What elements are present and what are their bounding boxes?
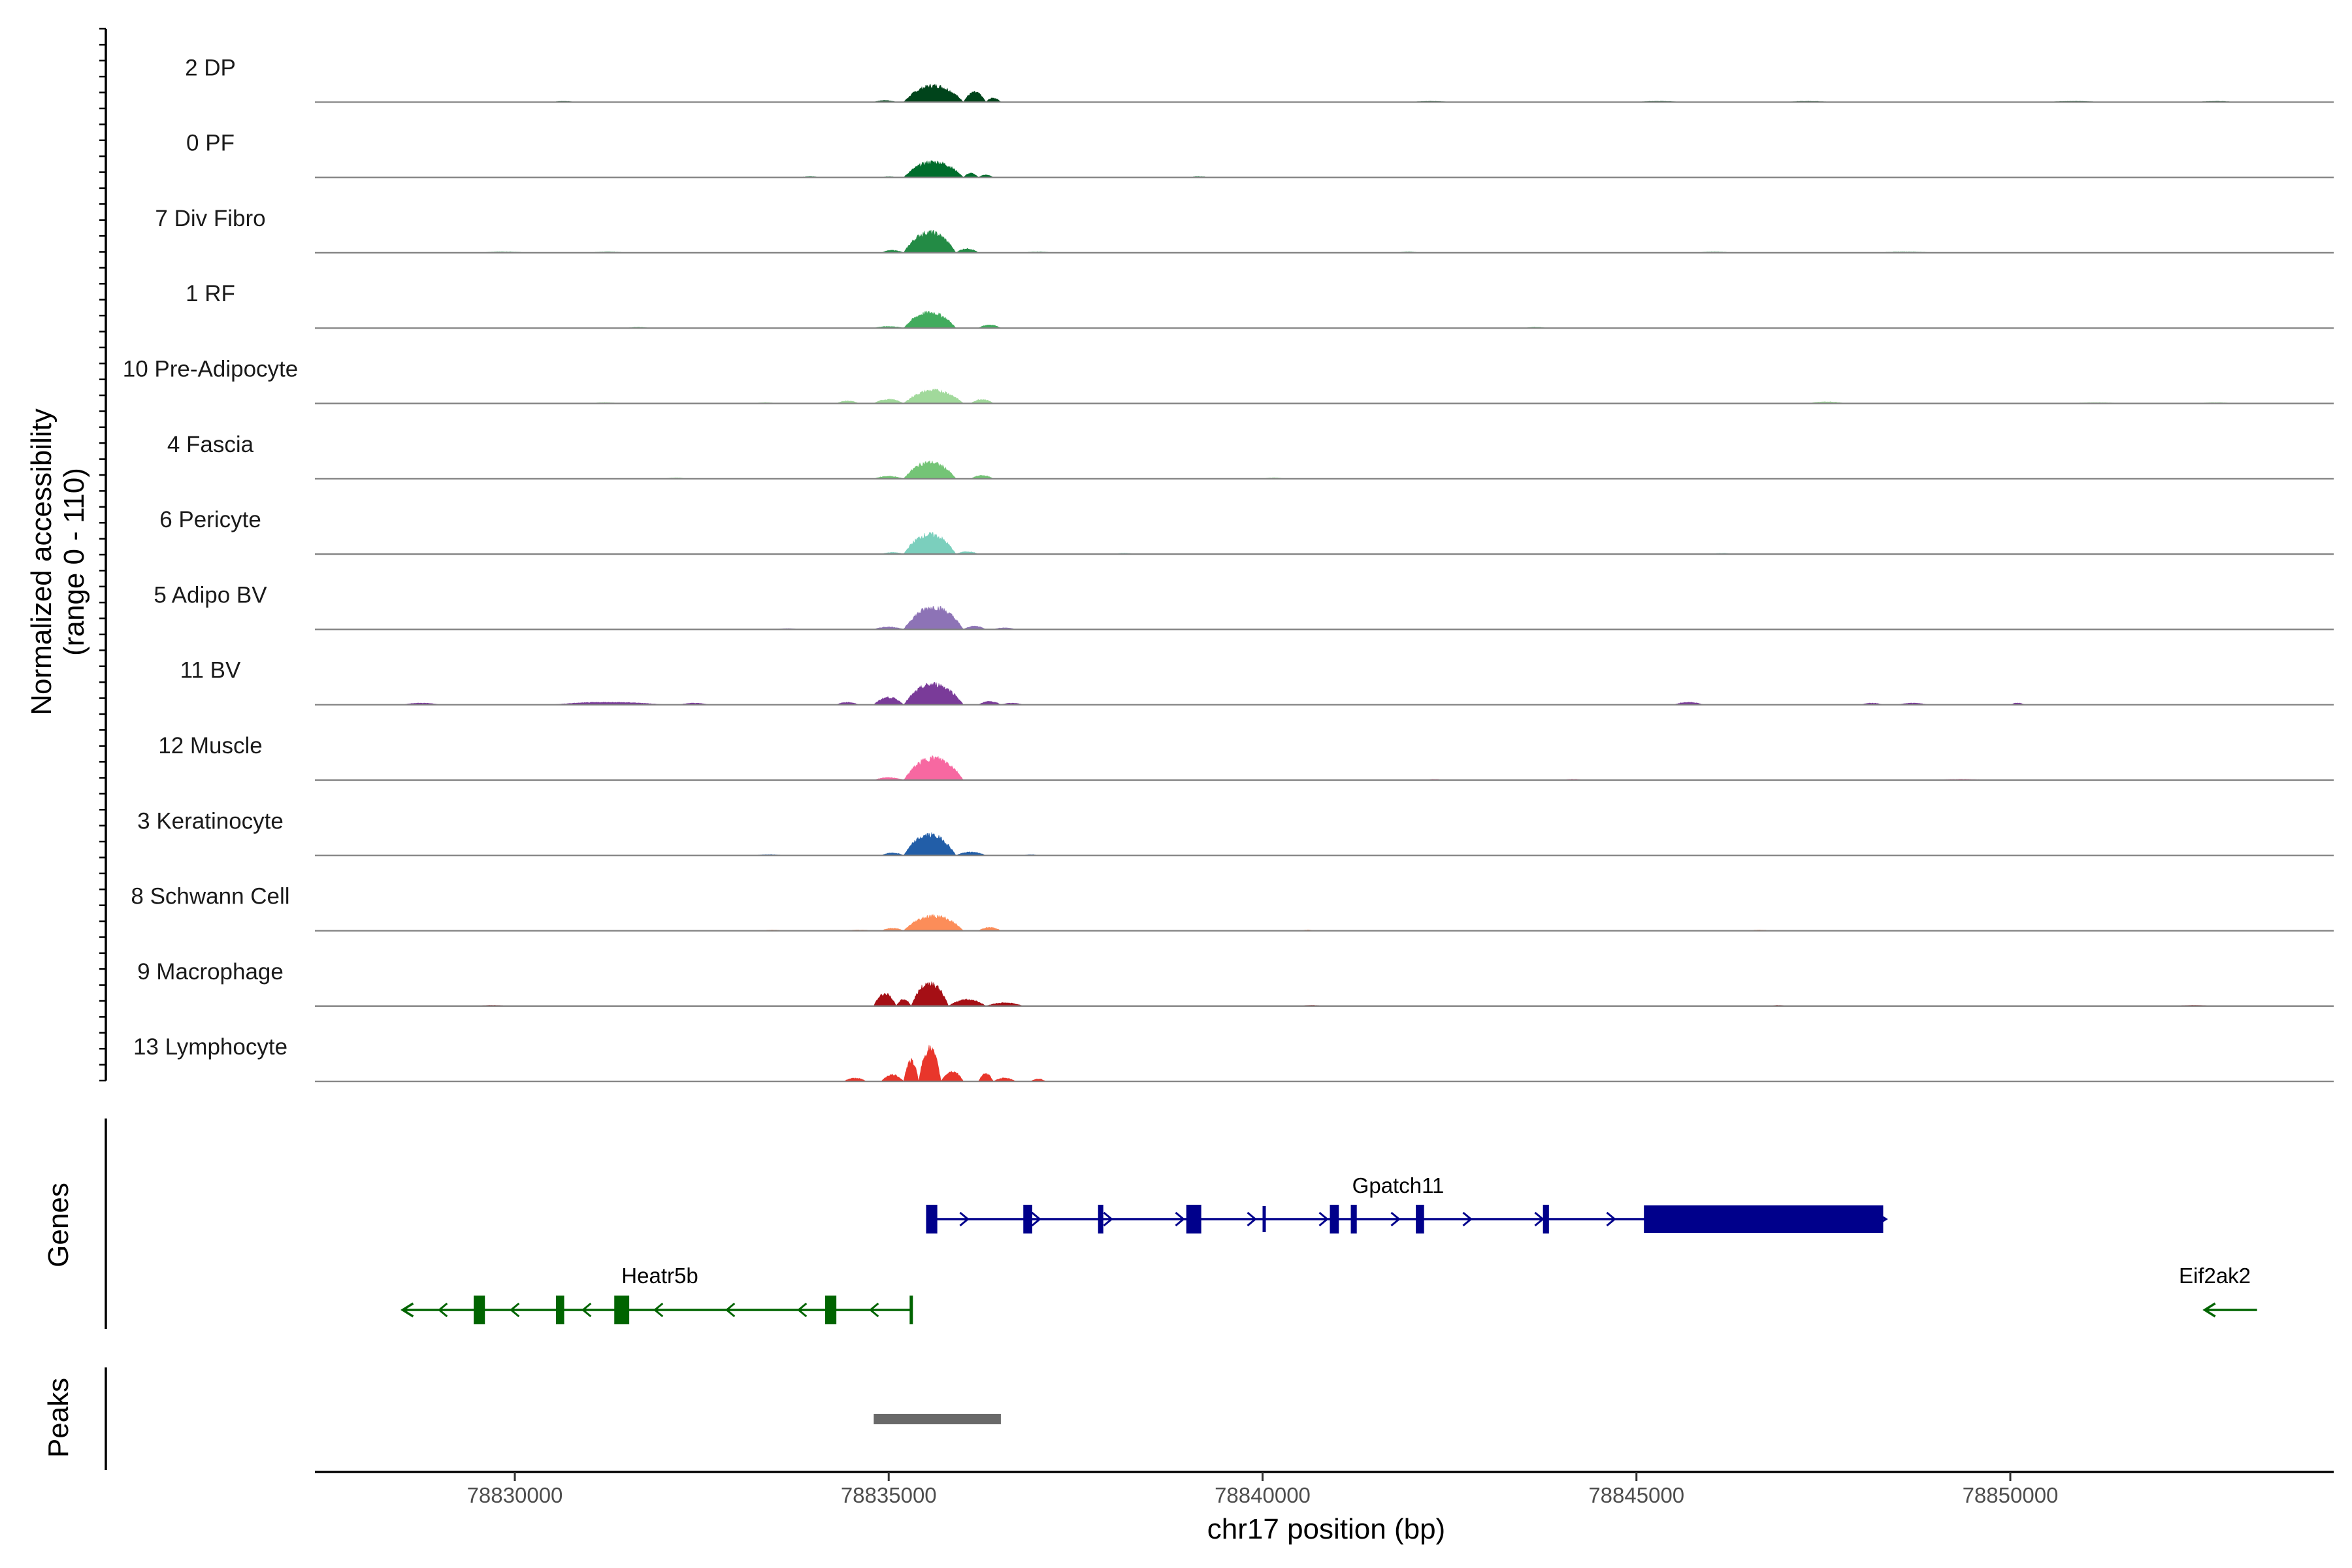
coverage-track: 0 PF: [186, 131, 2334, 178]
coverage-track: 8 Schwann Cell: [131, 884, 2334, 932]
strand-arrow: [1390, 1211, 1401, 1227]
strand-arrow: [796, 1302, 808, 1318]
strand-arrow: [1247, 1211, 1257, 1227]
coverage-area: [315, 1045, 2334, 1082]
coverage-y-axis: Normalized accessibility (range 0 - 110): [25, 27, 107, 1082]
strand-arrow: [1606, 1211, 1616, 1227]
coverage-track: 7 Div Fibro: [155, 206, 2334, 253]
gene-exon: [1262, 1206, 1266, 1232]
coverage-area: [315, 310, 2334, 329]
coverage-area: [315, 460, 2334, 480]
coverage-track: 9 Macrophage: [137, 959, 2334, 1007]
track-label: 8 Schwann Cell: [131, 884, 289, 909]
strand-arrow: [868, 1302, 879, 1318]
track-label: 3 Keratinocyte: [137, 808, 284, 834]
gene-exon: [1543, 1205, 1549, 1233]
gene-exon: [825, 1296, 837, 1324]
coverage-area: [315, 981, 2334, 1007]
x-tick-label: 78830000: [467, 1483, 563, 1507]
strand-arrow: [653, 1302, 664, 1318]
x-tick-label: 78840000: [1215, 1483, 1311, 1507]
coverage-track: 5 Adipo BV: [154, 582, 2334, 630]
strand-arrow: [1462, 1211, 1473, 1227]
track-label: 1 RF: [186, 281, 235, 306]
track-label: 7 Div Fibro: [155, 206, 265, 231]
strand-arrow: [725, 1302, 736, 1318]
track-label: 6 Pericyte: [159, 507, 261, 532]
coverage-area: [315, 913, 2334, 931]
coverage-track: 11 BV: [180, 658, 2334, 706]
coverage-track: 13 Lymphocyte: [133, 1034, 2334, 1083]
gene-exon: [1330, 1205, 1339, 1233]
strand-arrow: [1103, 1211, 1113, 1227]
coverage-track: 1 RF: [186, 281, 2334, 329]
track-label: 2 DP: [185, 55, 236, 80]
track-label: 4 Fascia: [167, 432, 254, 457]
coverage-area: [315, 229, 2334, 253]
gene-label: Eif2ak2: [2179, 1264, 2251, 1288]
gene-label: Heatr5b: [621, 1264, 698, 1288]
coverage-area: [315, 532, 2334, 555]
coverage-area: [315, 755, 2334, 781]
track-label: 12 Muscle: [158, 733, 263, 759]
gene-exon: [1350, 1205, 1357, 1233]
y-axis-subtitle: (range 0 - 110): [58, 468, 90, 656]
x-axis: chr17 position (bp) 78830000 78835000 7884…: [315, 1471, 2334, 1545]
gene-heatr5b: Heatr5b: [400, 1264, 913, 1324]
strand-arrow: [400, 1302, 414, 1318]
track-label: 10 Pre-Adipocyte: [123, 357, 298, 382]
gene-eif2ak2: Eif2ak2: [2179, 1264, 2257, 1318]
gene-exon: [1186, 1205, 1201, 1233]
x-axis-title: chr17 position (bp): [1207, 1513, 1445, 1545]
strand-arrow: [1031, 1211, 1041, 1227]
strand-arrow: [1318, 1211, 1329, 1227]
coverage-area: [315, 84, 2334, 103]
x-tick-label: 78835000: [841, 1483, 937, 1507]
strand-arrow: [581, 1302, 592, 1318]
gene-label: Gpatch11: [1352, 1173, 1445, 1198]
strand-arrow: [1175, 1211, 1185, 1227]
coverage-area: [315, 681, 2334, 706]
coverage-area: [315, 832, 2334, 856]
coverage-track: 2 DP: [185, 55, 2334, 103]
gene-exon: [1644, 1205, 1884, 1233]
peaks-panel-label: Peaks: [42, 1378, 74, 1458]
coverage-track: 3 Keratinocyte: [137, 808, 2334, 857]
gene-exon: [926, 1205, 938, 1233]
track-label: 5 Adipo BV: [154, 582, 267, 608]
x-tick-label: 78850000: [1963, 1483, 2059, 1507]
track-label: 11 BV: [180, 658, 241, 683]
track-label: 0 PF: [186, 131, 235, 156]
gene-exon: [474, 1296, 485, 1324]
gene-exon: [1023, 1205, 1032, 1233]
genes-panel: Genes Gpatch11 Heatr5b Eif2ak2: [42, 1119, 2257, 1329]
gene-exon: [909, 1296, 913, 1324]
strand-arrow: [1534, 1211, 1544, 1227]
coverage-area: [315, 606, 2334, 630]
strand-arrow: [509, 1302, 520, 1318]
strand-arrow: [2202, 1302, 2216, 1318]
gene-exon: [1098, 1205, 1103, 1233]
gene-exon: [555, 1296, 564, 1324]
coverage-track: 4 Fascia: [167, 432, 2334, 480]
strand-arrow: [959, 1211, 970, 1227]
gene-exon: [614, 1296, 630, 1324]
gene-exon: [1416, 1205, 1424, 1233]
genes-panel-label: Genes: [42, 1183, 74, 1267]
track-label: 13 Lymphocyte: [133, 1034, 287, 1060]
coverage-track: 10 Pre-Adipocyte: [123, 357, 2334, 404]
strand-arrow: [437, 1302, 448, 1318]
track-label: 9 Macrophage: [137, 959, 284, 985]
coverage-track: 6 Pericyte: [159, 507, 2334, 555]
coverage-area: [315, 388, 2334, 404]
gene-gpatch11: Gpatch11: [926, 1173, 1888, 1233]
coverage-tracks: 2 DP 0 PF 7 Div Fibro 1 RF 10 Pre-Adipocyte 4…: [123, 55, 2334, 1083]
x-tick-label: 78845000: [1588, 1483, 1684, 1507]
coverage-track: 12 Muscle: [158, 733, 2334, 781]
peaks-panel: Peaks: [42, 1367, 1001, 1470]
y-axis-title: Normalized accessibility: [25, 408, 57, 715]
coverage-area: [315, 160, 2334, 178]
peak-region: [874, 1414, 1001, 1424]
